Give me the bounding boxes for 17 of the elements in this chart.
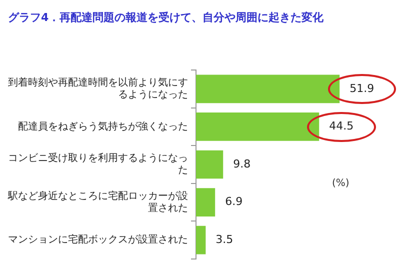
y-tick-label: コンビニ受け取りを利用するようになった [8, 152, 188, 176]
y-tick-label: 到着時刻や再配達時間を以前より気にするようになった [8, 76, 188, 100]
data-label: 44.5 [329, 120, 354, 133]
bar [196, 150, 224, 179]
bar [196, 226, 206, 254]
chart-title: グラフ4．再配達問題の報道を受けて、自分や周囲に起きた変化 [8, 10, 324, 25]
data-label: 6.9 [225, 195, 243, 208]
annotation: (%) [332, 178, 350, 189]
bar [196, 74, 340, 104]
y-tick-label: 駅など身近なところに宅配ロッカーが設置された [7, 190, 188, 214]
data-label: 3.5 [216, 232, 234, 246]
y-tick-label: マンションに宅配ボックスが設置された [8, 234, 188, 246]
bar [196, 188, 216, 216]
y-tick-label: 配達員をねぎらう気持ちが強くなった [18, 120, 188, 132]
bar [196, 112, 320, 141]
data-label: 51.9 [350, 82, 374, 95]
data-label: 9.8 [233, 157, 251, 170]
